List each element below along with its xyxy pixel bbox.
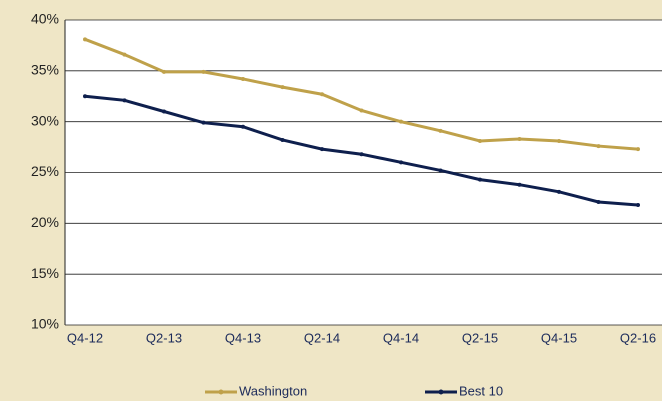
y-tick-label: 15% bbox=[31, 265, 59, 281]
point bbox=[241, 76, 245, 81]
legend-label: Washington bbox=[239, 383, 307, 398]
point bbox=[122, 98, 127, 103]
y-tick-label: 25% bbox=[31, 163, 59, 179]
point bbox=[162, 69, 166, 74]
x-tick-label: Q4-13 bbox=[225, 330, 261, 345]
y-tick-label: 10% bbox=[31, 316, 59, 332]
point bbox=[478, 177, 482, 182]
y-tick-label: 35% bbox=[31, 62, 59, 78]
point bbox=[280, 85, 285, 90]
point bbox=[162, 109, 166, 114]
x-tick-label: Q4-14 bbox=[383, 330, 419, 345]
point bbox=[438, 128, 443, 133]
point bbox=[320, 92, 324, 97]
point bbox=[517, 136, 522, 141]
x-tick-label: Q2-13 bbox=[146, 330, 182, 345]
point bbox=[557, 189, 561, 194]
point bbox=[201, 120, 206, 125]
point bbox=[359, 108, 364, 113]
y-tick-label: 40% bbox=[31, 11, 59, 27]
point bbox=[596, 144, 601, 149]
point bbox=[636, 203, 640, 208]
y-tick-label: 30% bbox=[31, 112, 59, 128]
point bbox=[241, 124, 245, 129]
point bbox=[83, 37, 87, 42]
point bbox=[517, 182, 522, 187]
point bbox=[83, 94, 87, 99]
x-tick-label: Q2-16 bbox=[620, 330, 656, 345]
legend-swatch-dot bbox=[218, 389, 224, 395]
point bbox=[320, 147, 324, 152]
y-tick-label: 20% bbox=[31, 214, 59, 230]
x-tick-label: Q4-15 bbox=[541, 330, 577, 345]
point bbox=[557, 138, 561, 143]
point bbox=[399, 119, 403, 124]
point bbox=[438, 168, 443, 173]
x-tick-label: Q2-14 bbox=[304, 330, 340, 345]
point bbox=[399, 160, 403, 165]
point bbox=[478, 138, 482, 143]
point bbox=[359, 152, 364, 157]
point bbox=[122, 52, 127, 57]
x-tick-label: Q2-15 bbox=[462, 330, 498, 345]
legend-swatch-dot bbox=[438, 389, 444, 395]
legend-label: Best 10 bbox=[459, 383, 503, 398]
point bbox=[596, 199, 601, 204]
point bbox=[201, 69, 206, 74]
point bbox=[280, 137, 285, 142]
x-tick-label: Q4-12 bbox=[67, 330, 103, 345]
point bbox=[636, 147, 640, 152]
